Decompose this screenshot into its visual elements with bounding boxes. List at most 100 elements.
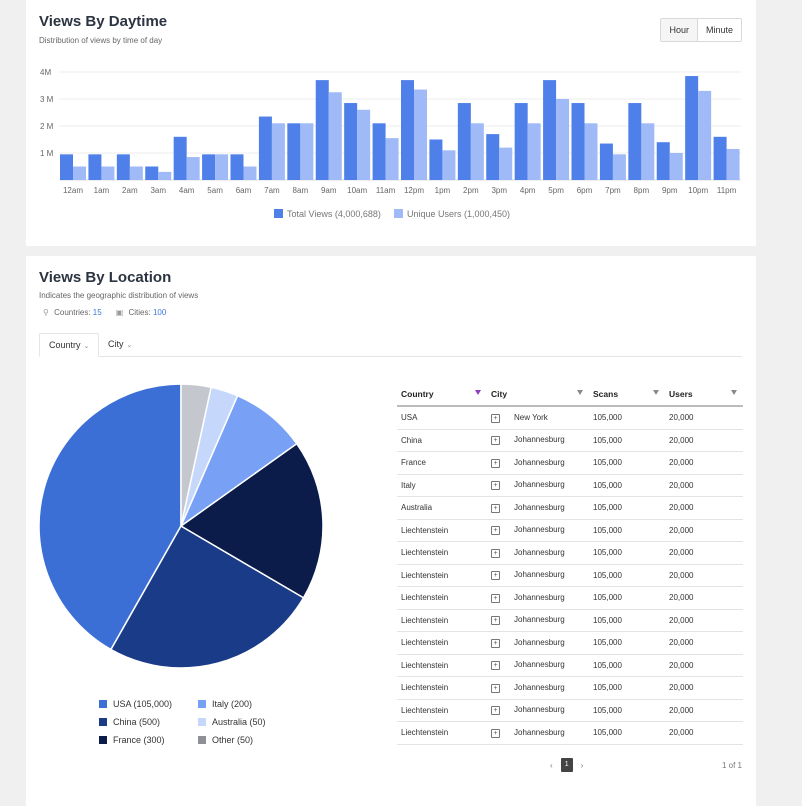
bar-unique-users[interactable]	[271, 123, 285, 180]
tab-country[interactable]: Country ⌄	[39, 333, 100, 357]
bar-unique-users[interactable]	[726, 148, 740, 180]
bar-total-views[interactable]	[628, 103, 642, 180]
expand-row-icon[interactable]: +	[491, 593, 500, 603]
bar-total-views[interactable]	[685, 76, 699, 180]
page-1-button[interactable]: 1	[560, 758, 573, 772]
legend-unique-users-swatch[interactable]	[394, 209, 403, 218]
bar-unique-users[interactable]	[499, 147, 513, 180]
scans-cell: 105,000	[589, 654, 665, 677]
expand-row-icon[interactable]: +	[491, 481, 500, 491]
bar-total-views[interactable]	[145, 166, 159, 181]
bar-unique-users[interactable]	[101, 166, 115, 181]
bar-total-views[interactable]	[315, 80, 329, 180]
next-page-button[interactable]: ›	[580, 760, 584, 770]
scans-cell: 105,000	[589, 609, 665, 632]
bar-total-views[interactable]	[656, 142, 670, 180]
bar-unique-users[interactable]	[158, 171, 172, 180]
building-icon: ▣	[115, 308, 124, 317]
bar-unique-users[interactable]	[300, 123, 314, 180]
city-text: Johannesburg	[514, 682, 565, 692]
bar-unique-users[interactable]	[612, 154, 626, 180]
bar-total-views[interactable]	[344, 103, 358, 180]
bar-total-views[interactable]	[116, 154, 130, 180]
city-text: Johannesburg	[514, 615, 565, 625]
bar-unique-users[interactable]	[129, 166, 143, 181]
country-cell: Liechtenstein	[397, 519, 487, 542]
expand-row-icon[interactable]: +	[491, 683, 500, 693]
legend-label-usa: USA (105,000)	[113, 699, 173, 709]
bar-total-views[interactable]	[60, 154, 73, 180]
bar-total-views[interactable]	[401, 80, 414, 180]
expand-row-icon[interactable]: +	[491, 706, 500, 716]
bar-total-views[interactable]	[599, 143, 613, 180]
bar-unique-users[interactable]	[186, 157, 200, 180]
bar-unique-users[interactable]	[414, 89, 427, 180]
bar-total-views[interactable]	[571, 103, 585, 180]
scans-cell: 105,000	[589, 406, 665, 430]
bar-unique-users[interactable]	[641, 123, 655, 180]
pie-slice[interactable]	[180, 383, 213, 527]
bar-total-views[interactable]	[287, 123, 301, 180]
bar-total-views[interactable]	[88, 154, 102, 180]
pagination: ‹ 1 ›	[550, 758, 583, 772]
prev-page-button[interactable]: ‹	[550, 760, 553, 770]
minute-button[interactable]: Minute	[705, 25, 733, 35]
users-cell: 20,000	[665, 654, 743, 677]
tab-city[interactable]: City ⌄	[99, 333, 141, 355]
city-text: Johannesburg	[514, 480, 565, 490]
pie-slice[interactable]	[109, 524, 305, 669]
expand-row-icon[interactable]: +	[491, 548, 500, 558]
expand-row-icon[interactable]: +	[491, 616, 500, 626]
legend-total-views-label[interactable]: Total Views (4,000,688)	[287, 209, 381, 219]
expand-row-icon[interactable]: +	[491, 661, 500, 671]
bar-total-views[interactable]	[713, 136, 727, 180]
bar-total-views[interactable]	[230, 154, 244, 180]
y-tick-label: 3 M	[40, 95, 54, 104]
countries-stat: ⚲ Countries: 15	[43, 308, 102, 317]
bar-unique-users[interactable]	[385, 138, 399, 180]
hour-button[interactable]: Hour	[661, 19, 698, 41]
pie-slice[interactable]	[38, 383, 182, 651]
bar-unique-users[interactable]	[357, 109, 371, 180]
bar-unique-users[interactable]	[556, 99, 570, 180]
legend-label-china: China (500)	[113, 717, 161, 727]
bar-unique-users[interactable]	[698, 90, 712, 180]
bar-total-views[interactable]	[202, 154, 216, 180]
bar-unique-users[interactable]	[442, 150, 456, 180]
bar-total-views[interactable]	[173, 136, 187, 180]
filter-icon[interactable]	[731, 390, 737, 395]
bar-total-views[interactable]	[258, 116, 272, 180]
expand-row-icon[interactable]: +	[491, 728, 500, 738]
expand-row-icon[interactable]: +	[491, 571, 500, 581]
bar-unique-users[interactable]	[584, 123, 598, 180]
expand-row-icon[interactable]: +	[491, 638, 500, 648]
filter-icon[interactable]	[475, 390, 481, 395]
bar-unique-users[interactable]	[243, 166, 257, 181]
legend-unique-users-label[interactable]: Unique Users (1,000,450)	[407, 209, 510, 219]
bar-unique-users[interactable]	[328, 92, 342, 180]
expand-row-icon[interactable]: +	[491, 436, 500, 446]
filter-icon[interactable]	[653, 390, 659, 395]
expand-row-icon[interactable]: +	[491, 458, 500, 468]
bar-unique-users[interactable]	[215, 154, 229, 180]
legend-item: Australia (50)	[198, 713, 266, 731]
city-text: Johannesburg	[514, 457, 565, 467]
bar-total-views[interactable]	[372, 123, 386, 180]
bar-total-views[interactable]	[429, 139, 443, 181]
expand-row-icon[interactable]: +	[491, 413, 500, 423]
bar-total-views[interactable]	[514, 103, 528, 180]
bar-total-views[interactable]	[457, 103, 471, 180]
bar-unique-users[interactable]	[470, 123, 484, 180]
expand-row-icon[interactable]: +	[491, 503, 500, 513]
legend-total-views-swatch[interactable]	[274, 209, 283, 218]
pie-slice[interactable]	[179, 442, 324, 599]
countries-label: Countries:	[54, 308, 91, 317]
expand-row-icon[interactable]: +	[491, 526, 500, 536]
bar-total-views[interactable]	[486, 134, 500, 180]
bar-total-views[interactable]	[543, 80, 557, 180]
bar-unique-users[interactable]	[669, 153, 683, 180]
city-cell: + Johannesburg	[487, 496, 589, 520]
bar-unique-users[interactable]	[527, 123, 541, 180]
bar-unique-users[interactable]	[73, 166, 86, 181]
filter-icon[interactable]	[577, 390, 583, 395]
